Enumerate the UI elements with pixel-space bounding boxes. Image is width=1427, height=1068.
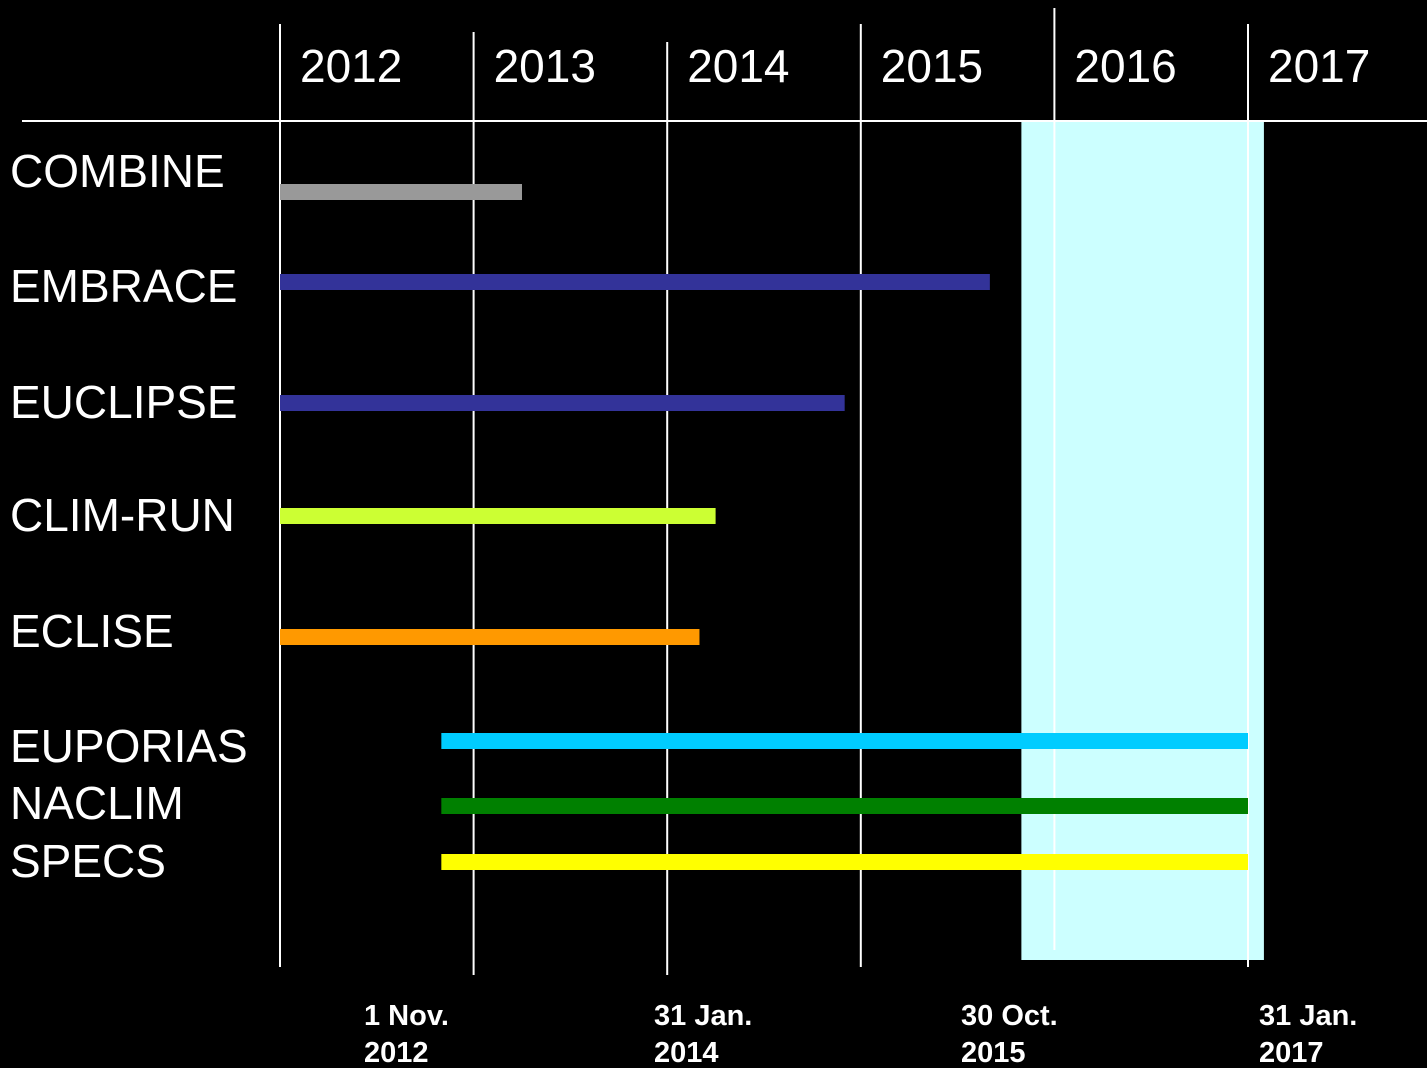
project-bar xyxy=(441,854,1248,870)
project-label: COMBINE xyxy=(10,145,225,197)
project-bar xyxy=(280,629,700,645)
year-label: 2014 xyxy=(687,40,789,92)
project-label: ECLISE xyxy=(10,605,174,657)
year-label: 2015 xyxy=(881,40,983,92)
date-marker-year: 2015 xyxy=(961,1037,1026,1068)
year-label: 2016 xyxy=(1074,40,1176,92)
highlight-period xyxy=(1021,121,1264,960)
year-label: 2012 xyxy=(300,40,402,92)
date-marker-label: 30 Oct. xyxy=(961,1000,1058,1032)
project-bar xyxy=(280,395,845,411)
project-bar xyxy=(280,274,990,290)
date-marker-year: 2014 xyxy=(654,1037,719,1068)
project-label: EUCLIPSE xyxy=(10,376,238,428)
year-label: 2017 xyxy=(1268,40,1370,92)
date-marker-label: 1 Nov. xyxy=(364,1000,449,1032)
project-bar xyxy=(441,798,1248,814)
project-bar xyxy=(280,508,716,524)
date-marker-year: 2012 xyxy=(364,1037,429,1068)
project-label: CLIM-RUN xyxy=(10,489,235,541)
year-label: 2013 xyxy=(494,40,596,92)
project-bar xyxy=(441,733,1248,749)
project-label: SPECS xyxy=(10,835,166,887)
project-label: EMBRACE xyxy=(10,260,237,312)
project-label: EUPORIAS xyxy=(10,720,248,772)
project-label: NACLIM xyxy=(10,777,184,829)
project-bar xyxy=(280,184,522,200)
date-marker-year: 2017 xyxy=(1259,1037,1324,1068)
date-marker-label: 31 Jan. xyxy=(654,1000,752,1032)
date-marker-label: 31 Jan. xyxy=(1259,1000,1357,1032)
